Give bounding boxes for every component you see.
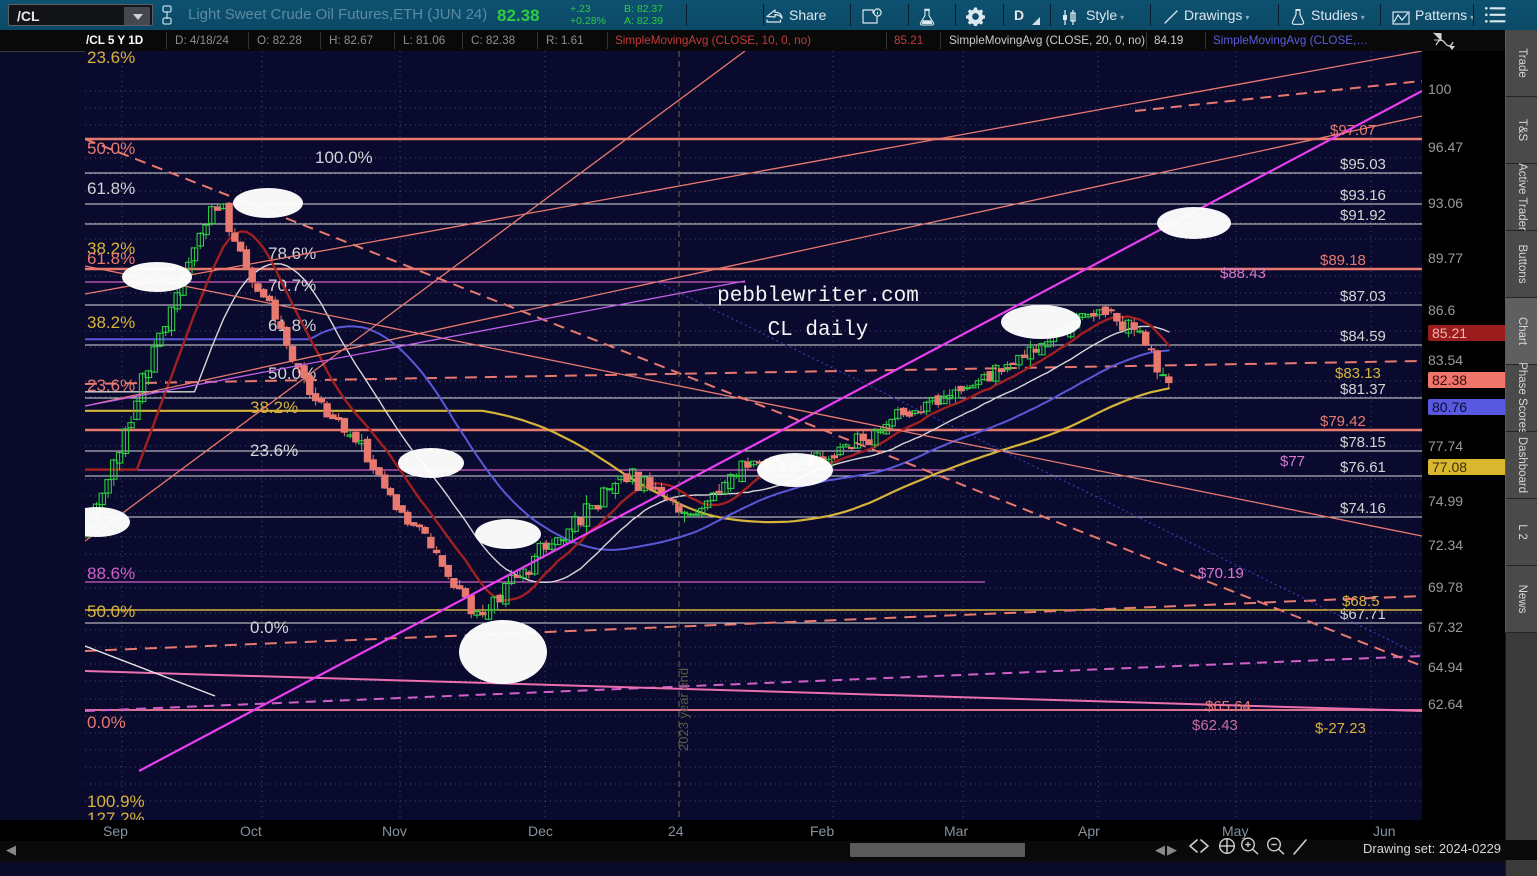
svg-text:61.8%: 61.8% <box>87 249 135 268</box>
svg-text:$74.16: $74.16 <box>1340 500 1386 517</box>
svg-text:pebblewriter.com: pebblewriter.com <box>717 285 919 308</box>
svg-text:$95.03: $95.03 <box>1340 156 1386 173</box>
svg-text:$93.16: $93.16 <box>1340 187 1386 204</box>
svg-text:127.2%: 127.2% <box>87 809 145 820</box>
svg-text:0.0%: 0.0% <box>250 618 289 637</box>
svg-text:$88.43: $88.43 <box>1220 265 1266 282</box>
svg-text:$65.64: $65.64 <box>1205 698 1251 715</box>
svg-text:$70.19: $70.19 <box>1198 565 1244 582</box>
svg-text:2023 year end: 2023 year end <box>676 668 691 751</box>
svg-text:$77: $77 <box>1280 453 1305 470</box>
svg-text:23.6%: 23.6% <box>250 441 298 460</box>
svg-text:$84.59: $84.59 <box>1340 328 1386 345</box>
svg-text:$83.13: $83.13 <box>1335 365 1381 382</box>
svg-text:$62.43: $62.43 <box>1192 717 1238 734</box>
svg-text:$87.03: $87.03 <box>1340 288 1386 305</box>
svg-text:$78.15: $78.15 <box>1340 434 1386 451</box>
svg-text:$89.18: $89.18 <box>1320 252 1366 269</box>
svg-text:$81.37: $81.37 <box>1340 381 1386 398</box>
svg-text:23.6%: 23.6% <box>87 51 135 67</box>
svg-text:50.0%: 50.0% <box>87 602 135 621</box>
svg-text:$91.92: $91.92 <box>1340 207 1386 224</box>
svg-text:$68.5: $68.5 <box>1342 593 1380 610</box>
svg-text:$76.61: $76.61 <box>1340 459 1386 476</box>
svg-text:88.6%: 88.6% <box>87 564 135 583</box>
svg-text:61.8%: 61.8% <box>87 179 135 198</box>
svg-text:100.0%: 100.0% <box>315 148 373 167</box>
svg-text:$-27.23: $-27.23 <box>1315 720 1366 737</box>
svg-text:CL daily: CL daily <box>768 319 869 342</box>
svg-text:0.0%: 0.0% <box>87 713 126 732</box>
svg-text:38.2%: 38.2% <box>87 313 135 332</box>
svg-text:$79.42: $79.42 <box>1320 413 1366 430</box>
